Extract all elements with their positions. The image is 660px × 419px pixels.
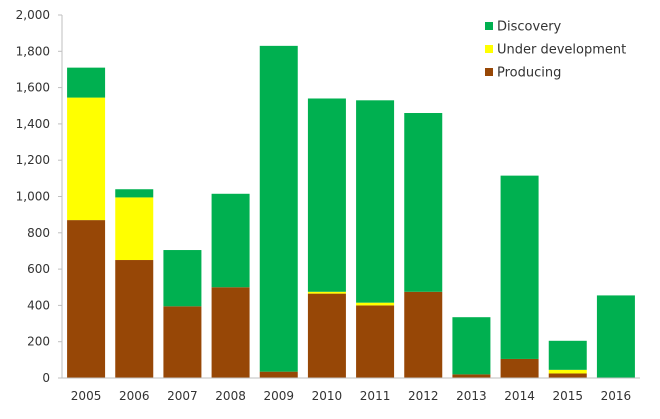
bar-discovery-2013 <box>452 317 491 375</box>
x-tick-label: 2013 <box>456 389 487 403</box>
legend-swatch-discovery <box>485 22 493 30</box>
y-tick-label: 1,800 <box>16 44 50 58</box>
x-tick-label: 2012 <box>408 389 439 403</box>
x-tick-label: 2009 <box>263 389 294 403</box>
x-tick-label: 2006 <box>119 389 150 403</box>
bar-producing-2011 <box>356 305 395 378</box>
y-tick-label: 200 <box>27 335 50 349</box>
x-axis: 2005 2006 2007 2008 2009 2010 2011 2012 2013 2014… <box>62 377 640 403</box>
bar-producing-2008 <box>211 287 250 378</box>
bar-under-development-2006 <box>115 197 154 261</box>
bar-discovery-2016 <box>596 295 635 378</box>
y-tick-label: 400 <box>27 298 50 312</box>
legend: Discovery Under development Producing <box>485 20 626 81</box>
x-tick-label: 2010 <box>312 389 343 403</box>
y-tick-label: 800 <box>27 226 50 240</box>
bar-under-development-2010 <box>307 291 346 294</box>
x-tick-label: 2005 <box>71 389 102 403</box>
legend-swatch-under-development <box>485 45 493 53</box>
y-tick-label: 1,200 <box>16 153 50 167</box>
bar-discovery-2005 <box>67 67 106 98</box>
x-tick-label: 2007 <box>167 389 198 403</box>
bar-discovery-2010 <box>307 98 346 292</box>
y-tick-label: 600 <box>27 262 50 276</box>
bar-discovery-2014 <box>500 175 539 359</box>
bar-under-development-2011 <box>356 302 395 306</box>
bar-producing-2009 <box>259 371 298 378</box>
y-tick-label: 1,400 <box>16 117 50 131</box>
bar-under-development-2005 <box>67 97 106 221</box>
bars <box>67 45 635 378</box>
bar-producing-2005 <box>67 220 106 378</box>
y-tick-label: 1,000 <box>16 190 50 204</box>
bar-discovery-2008 <box>211 193 250 288</box>
x-tick-label: 2008 <box>215 389 246 403</box>
bar-discovery-2009 <box>259 45 298 372</box>
bar-discovery-2007 <box>163 250 202 307</box>
bar-producing-2015 <box>548 373 587 378</box>
legend-swatch-producing <box>485 68 493 76</box>
bar-under-development-2015 <box>548 369 587 374</box>
x-tick-label: 2016 <box>601 389 632 403</box>
x-tick-label: 2011 <box>360 389 391 403</box>
legend-label: Under development <box>497 43 626 58</box>
legend-label: Discovery <box>497 20 562 35</box>
bar-discovery-2012 <box>404 113 443 292</box>
y-tick-label: 1,600 <box>16 81 50 95</box>
bar-discovery-2015 <box>548 340 587 370</box>
x-tick-label: 2014 <box>504 389 535 403</box>
bar-producing-2007 <box>163 306 202 378</box>
bar-producing-2012 <box>404 291 443 378</box>
bar-producing-2013 <box>452 374 491 378</box>
bar-producing-2010 <box>307 293 346 378</box>
y-tick-label: 0 <box>42 371 50 385</box>
legend-label: Producing <box>497 66 561 81</box>
y-tick-label: 2,000 <box>16 8 50 22</box>
bar-discovery-2011 <box>356 100 395 303</box>
y-axis: 0 200 400 600 800 1,000 1,200 1,400 1,600 1,800 2,… <box>16 8 63 385</box>
bar-producing-2006 <box>115 260 154 378</box>
x-tick-label: 2015 <box>552 389 583 403</box>
bar-producing-2014 <box>500 358 539 378</box>
bar-discovery-2006 <box>115 189 154 198</box>
